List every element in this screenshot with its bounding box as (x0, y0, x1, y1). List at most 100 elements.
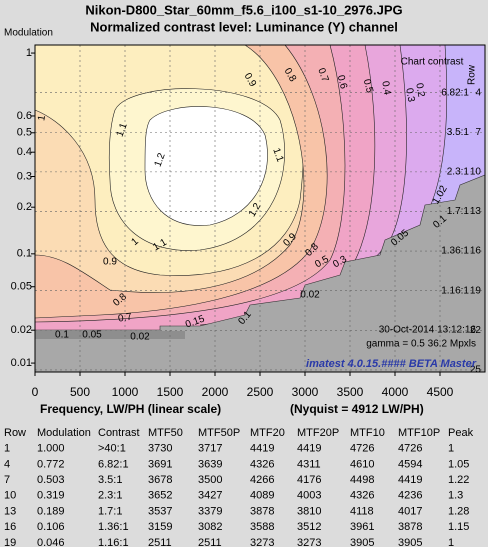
table-cell: 1.3 (448, 490, 463, 502)
table-cell: 3678 (148, 474, 172, 486)
table-cell: 2.3:1 (98, 490, 122, 502)
table-cell: 4118 (350, 505, 374, 517)
table-header: MTF50P (198, 427, 240, 439)
table-cell: 4726 (350, 443, 374, 455)
table-header: MTF50 (148, 427, 183, 439)
table-cell: 4610 (350, 458, 374, 470)
contour-label: 0.4 (379, 80, 392, 96)
table-header: Row (4, 427, 26, 439)
table-cell: 1 (4, 443, 10, 455)
table-cell: 4419 (297, 443, 321, 455)
table-cell: 4311 (297, 458, 321, 470)
table-cell: 3905 (398, 537, 422, 547)
table-cell: 1.16:1 (98, 537, 129, 547)
contrast-label: 6.82:1 (441, 87, 469, 98)
contrast-label: 1.16:1 (441, 285, 469, 296)
table-cell: 3427 (198, 490, 222, 502)
y-tick-label: 0.4 (17, 146, 32, 158)
contour-label: 1 (129, 236, 141, 248)
results-table: Row Modulation Contrast MTF50 MTF50P MTF20 MTF… (4, 427, 474, 547)
table-header: Contrast (98, 427, 140, 439)
table-cell: 3379 (198, 505, 222, 517)
table-cell: 0.046 (37, 537, 65, 547)
contrast-label: 1.7:1 (447, 206, 470, 217)
table-cell: 3961 (350, 521, 374, 533)
contour-label: 0.02 (300, 290, 320, 301)
table-cell: 10 (4, 490, 16, 502)
contour-label: 0.02 (130, 332, 150, 343)
table-cell: 3537 (148, 505, 172, 517)
y-tick-label: 0.1 (17, 248, 32, 260)
contour-label: 0.05 (82, 330, 102, 341)
chart-subtitle: Normalized contrast level: Luminance (Y)… (90, 19, 398, 34)
table-cell: 7 (4, 474, 10, 486)
chart-title: Nikon-D800_Star_60mm_f5.6_i100_s1-10_297… (85, 2, 402, 17)
table-cell: 1.7:1 (98, 505, 122, 517)
contour-label: 1.2 (153, 151, 168, 168)
table-cell: 3159 (148, 521, 172, 533)
y2-tick-label: 13 (470, 206, 482, 217)
table-cell: 4266 (250, 474, 274, 486)
annotation-gamma: gamma = 0.5 36.2 Mpxls (366, 339, 476, 350)
x-tick-label: 4500 (427, 385, 454, 399)
y2-axis-label: Row (467, 64, 478, 85)
table-cell: 4089 (250, 490, 274, 502)
table-cell: 0.319 (37, 490, 65, 502)
table-cell: 4594 (398, 458, 422, 470)
table-cell: 3639 (198, 458, 222, 470)
table-header: MTF10 (350, 427, 385, 439)
table-cell: 13 (4, 505, 16, 517)
y2-tick-label: 19 (470, 285, 482, 296)
x-tick-label: 2500 (247, 385, 274, 399)
contour-label: 0.3 (403, 87, 416, 103)
table-cell: 0.503 (37, 474, 65, 486)
table-cell: 3512 (297, 521, 321, 533)
y2-title: Chart contrast (401, 57, 464, 68)
table-cell: 3878 (398, 521, 422, 533)
x-tick-label: 4000 (382, 385, 409, 399)
table-cell: 3905 (350, 537, 374, 547)
table-cell: 3588 (250, 521, 274, 533)
y-tick-label: 0.02 (11, 324, 32, 336)
x-axis-label: Frequency, LW/PH (linear scale) (40, 402, 221, 416)
y-tick-label: 0.05 (11, 281, 32, 293)
table-cell: 0.772 (37, 458, 65, 470)
contour-label: 1 (36, 114, 48, 122)
table-cell: 3273 (250, 537, 274, 547)
contour-label: 0.1 (55, 330, 69, 341)
y2-tick-label: 10 (470, 167, 482, 178)
x-tick-label: 1000 (112, 385, 139, 399)
table-cell: 4498 (350, 474, 374, 486)
contour-label: 1.1 (115, 121, 130, 138)
table-cell: 1.22 (448, 474, 469, 486)
table-cell: 3082 (198, 521, 222, 533)
contour-label: 0.2 (413, 82, 426, 98)
table-cell: 3652 (148, 490, 172, 502)
table-cell: 4419 (250, 443, 274, 455)
table-cell: 1.15 (448, 521, 469, 533)
table-cell: 1.05 (448, 458, 469, 470)
x-tick-label: 500 (70, 385, 90, 399)
contour-label: 0.5 (361, 78, 375, 95)
contour-label: 0.7 (315, 67, 330, 84)
x-tick-label: 0 (32, 385, 39, 399)
table-cell: 3730 (148, 443, 172, 455)
table-cell: 19 (4, 537, 16, 547)
table-cell: 3.5:1 (98, 474, 122, 486)
y2-tick-label: 4 (475, 87, 481, 98)
table-header: MTF20P (297, 427, 339, 439)
contrast-label: 3.5:1 (447, 127, 470, 138)
table-cell: 4419 (398, 474, 422, 486)
x-tick-label: 1500 (157, 385, 184, 399)
table-header: MTF20 (250, 427, 285, 439)
table-cell: 3810 (297, 505, 321, 517)
table-header: Modulation (37, 427, 91, 439)
level-fill (144, 106, 268, 226)
y-tick-label: 0.01 (11, 357, 32, 369)
table-cell: 2511 (198, 537, 222, 547)
y-tick-label: 1 (26, 47, 32, 59)
y2-tick-label: 22 (470, 325, 482, 336)
table-header: MTF10P (398, 427, 440, 439)
x-tick-label: 3500 (337, 385, 364, 399)
table-cell: 1.36:1 (98, 521, 129, 533)
